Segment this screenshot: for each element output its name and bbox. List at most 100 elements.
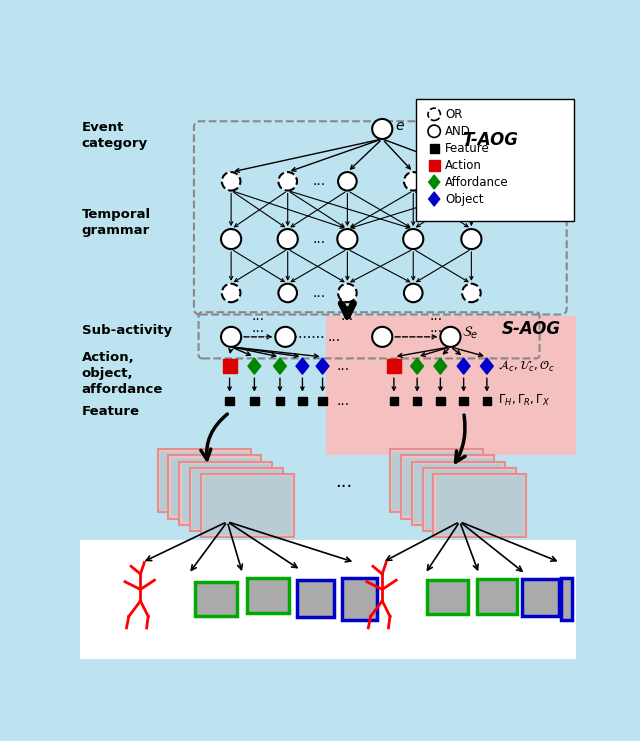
FancyBboxPatch shape xyxy=(157,449,250,513)
Polygon shape xyxy=(429,175,440,189)
FancyBboxPatch shape xyxy=(401,456,494,519)
FancyBboxPatch shape xyxy=(477,579,517,614)
Polygon shape xyxy=(434,358,447,374)
FancyBboxPatch shape xyxy=(342,578,377,620)
Text: $\mathcal{S}_e$: $\mathcal{S}_e$ xyxy=(462,325,479,341)
Text: ...: ... xyxy=(335,473,352,491)
FancyBboxPatch shape xyxy=(414,464,502,522)
FancyBboxPatch shape xyxy=(204,476,292,535)
Circle shape xyxy=(275,327,296,347)
FancyBboxPatch shape xyxy=(246,578,289,613)
Circle shape xyxy=(221,229,241,249)
Text: Event
category: Event category xyxy=(81,122,148,150)
FancyBboxPatch shape xyxy=(201,474,294,537)
Circle shape xyxy=(222,284,241,302)
FancyBboxPatch shape xyxy=(522,579,559,616)
Bar xyxy=(318,396,327,405)
Circle shape xyxy=(462,172,481,190)
Bar xyxy=(390,396,398,405)
Circle shape xyxy=(338,284,356,302)
Polygon shape xyxy=(457,358,470,374)
FancyBboxPatch shape xyxy=(179,462,272,525)
Bar xyxy=(223,359,237,373)
Bar xyxy=(436,396,445,405)
Text: Feature: Feature xyxy=(445,142,490,155)
FancyBboxPatch shape xyxy=(168,456,261,519)
Circle shape xyxy=(404,172,422,190)
Circle shape xyxy=(278,172,297,190)
Text: ...: ... xyxy=(252,321,265,335)
Bar xyxy=(298,396,307,405)
FancyBboxPatch shape xyxy=(433,474,527,537)
Circle shape xyxy=(278,229,298,249)
Circle shape xyxy=(337,229,358,249)
Circle shape xyxy=(372,119,392,139)
Text: ...: ... xyxy=(328,330,340,344)
FancyBboxPatch shape xyxy=(190,468,283,531)
Text: ...: ... xyxy=(312,286,325,300)
Text: T-AOG: T-AOG xyxy=(462,131,518,149)
Polygon shape xyxy=(248,358,260,374)
Circle shape xyxy=(403,229,423,249)
Circle shape xyxy=(338,172,356,190)
Polygon shape xyxy=(411,358,424,374)
Text: ...: ... xyxy=(430,321,443,335)
Circle shape xyxy=(278,284,297,302)
Text: S-AOG: S-AOG xyxy=(502,320,561,338)
Text: Feature: Feature xyxy=(81,405,140,418)
Bar xyxy=(276,396,284,405)
Circle shape xyxy=(372,327,392,347)
Text: Action,
object,
affordance: Action, object, affordance xyxy=(81,350,163,396)
Text: ...: ... xyxy=(252,309,265,323)
Bar xyxy=(225,396,234,405)
Text: AND: AND xyxy=(445,124,471,138)
FancyBboxPatch shape xyxy=(390,449,483,513)
FancyBboxPatch shape xyxy=(326,316,576,455)
FancyBboxPatch shape xyxy=(422,468,516,531)
FancyBboxPatch shape xyxy=(80,540,576,659)
FancyBboxPatch shape xyxy=(195,582,237,617)
Bar xyxy=(387,359,401,373)
FancyBboxPatch shape xyxy=(182,464,270,522)
FancyBboxPatch shape xyxy=(297,580,334,617)
Text: Action: Action xyxy=(445,159,482,172)
Text: Sub-activity: Sub-activity xyxy=(81,324,172,336)
Text: $\Gamma_H,\Gamma_R,\Gamma_X$: $\Gamma_H,\Gamma_R,\Gamma_X$ xyxy=(499,393,551,408)
FancyBboxPatch shape xyxy=(412,462,505,525)
Circle shape xyxy=(404,284,422,302)
FancyBboxPatch shape xyxy=(392,451,481,510)
Bar xyxy=(429,160,440,170)
Text: ...: ... xyxy=(312,232,325,246)
Circle shape xyxy=(461,229,481,249)
Circle shape xyxy=(462,284,481,302)
Bar xyxy=(429,144,439,153)
Circle shape xyxy=(428,125,440,137)
Polygon shape xyxy=(429,192,440,206)
Circle shape xyxy=(221,327,241,347)
FancyBboxPatch shape xyxy=(403,458,492,516)
Text: $\mathcal{A}_c,\mathcal{U}_c,\mathcal{O}_c$: $\mathcal{A}_c,\mathcal{U}_c,\mathcal{O}… xyxy=(499,359,556,373)
FancyBboxPatch shape xyxy=(428,580,467,614)
Text: ...: ... xyxy=(430,309,443,323)
Polygon shape xyxy=(316,358,329,374)
Circle shape xyxy=(428,108,440,121)
Text: ...: ... xyxy=(341,309,354,323)
Bar xyxy=(413,396,421,405)
FancyBboxPatch shape xyxy=(171,458,259,516)
Text: ...: ... xyxy=(337,393,350,408)
Circle shape xyxy=(440,327,461,347)
FancyBboxPatch shape xyxy=(415,99,573,222)
Polygon shape xyxy=(296,358,309,374)
Polygon shape xyxy=(273,358,286,374)
FancyBboxPatch shape xyxy=(425,470,513,528)
Text: Affordance: Affordance xyxy=(445,176,509,189)
FancyBboxPatch shape xyxy=(160,451,248,510)
FancyBboxPatch shape xyxy=(561,578,572,620)
Bar xyxy=(460,396,468,405)
Text: $e$: $e$ xyxy=(395,119,404,133)
Text: Object: Object xyxy=(445,193,484,205)
FancyBboxPatch shape xyxy=(436,476,524,535)
FancyBboxPatch shape xyxy=(193,470,281,528)
Bar xyxy=(483,396,491,405)
Bar xyxy=(250,396,259,405)
